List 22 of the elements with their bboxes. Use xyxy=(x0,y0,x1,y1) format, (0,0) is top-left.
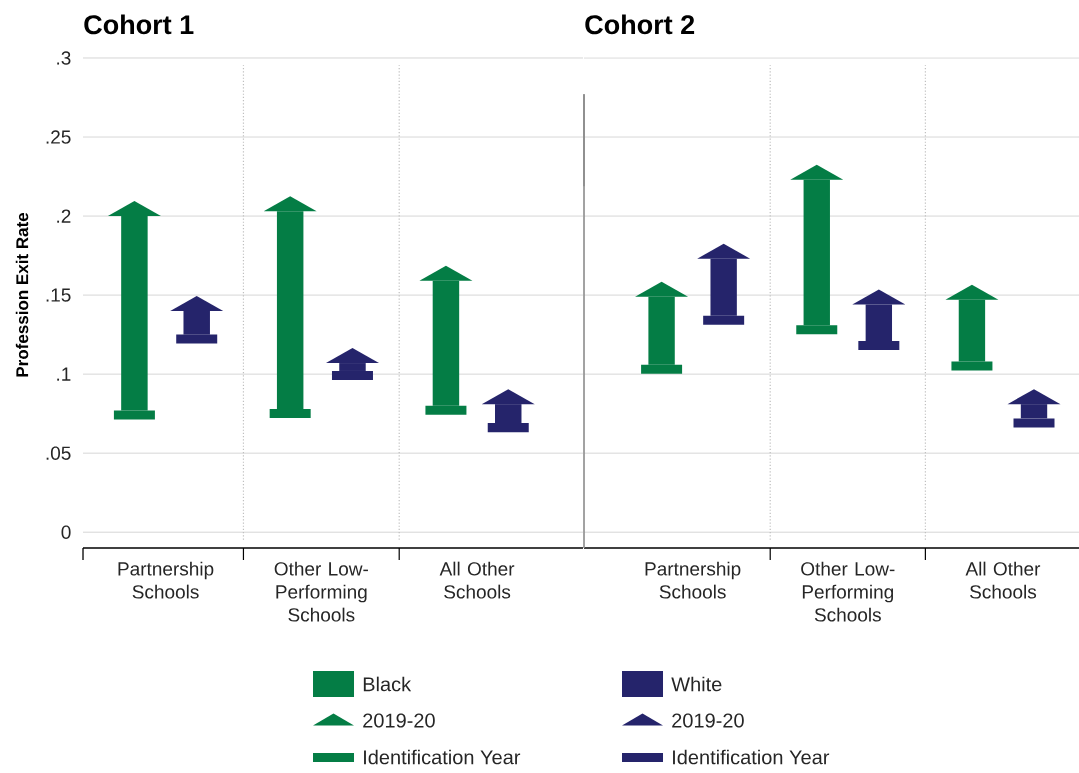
y-tick-label: .25 xyxy=(46,130,71,144)
y-tick-label: .05 xyxy=(46,446,71,460)
x-tick-label: Other Low-Performing Schools xyxy=(801,561,895,622)
x-tick-label: Other Low-Performing Schools xyxy=(274,561,368,622)
x-tick-label: Partnership Schools xyxy=(645,561,741,599)
text: 2019-20 xyxy=(672,713,744,728)
legend-label: Black xyxy=(363,676,412,692)
y-tick-label: 0 xyxy=(61,525,71,539)
y-tick-label: .3 xyxy=(57,51,71,65)
text: Identification Year xyxy=(673,749,830,765)
y-axis-title: Profession Exit Rate xyxy=(15,212,29,377)
x-tick-label: Partnership Schools xyxy=(118,561,214,599)
chart-title: Cohort 1 xyxy=(84,14,194,35)
chart-title: Cohort 2 xyxy=(585,14,695,35)
y-tick-label: .2 xyxy=(57,209,71,223)
x-tick-label: All Other Schools xyxy=(965,561,1041,599)
text: 2019-20 xyxy=(363,713,435,728)
y-tick-label: .15 xyxy=(46,288,71,302)
y-tick-label: .1 xyxy=(57,367,71,381)
legend-label: White xyxy=(671,676,722,692)
x-tick-label: All Other Schools xyxy=(439,561,515,599)
text: Identification Year xyxy=(364,749,521,765)
